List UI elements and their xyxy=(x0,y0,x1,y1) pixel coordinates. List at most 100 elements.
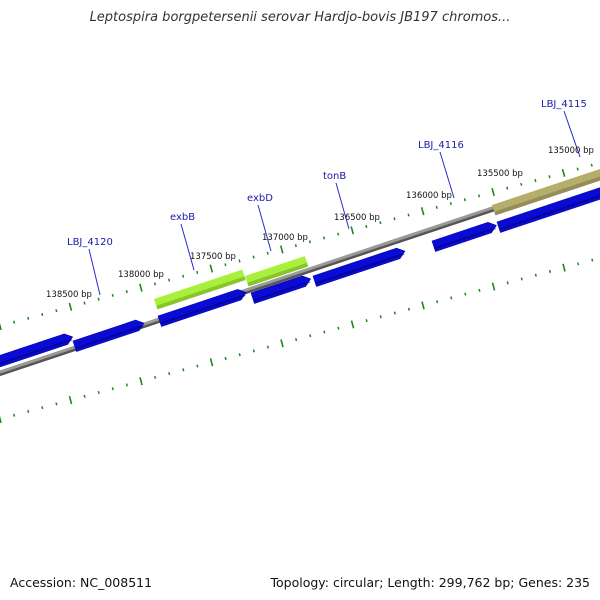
outer-tick xyxy=(561,168,566,177)
gene-feature-track[interactable] xyxy=(0,167,600,368)
gene-labels: LBJ_4120 exbB exbD tonB LBJ_4116 LBJ_4115 xyxy=(67,99,587,248)
outer-tick xyxy=(27,316,30,320)
inner-tick xyxy=(224,356,227,361)
outer-tick xyxy=(167,278,171,282)
outer-tick xyxy=(420,207,425,216)
outer-tick xyxy=(12,320,16,324)
outer-tick xyxy=(196,270,199,274)
outer-tick xyxy=(83,301,86,305)
outer-tick xyxy=(97,297,100,301)
cds-arrow[interactable] xyxy=(312,246,407,287)
inner-tick xyxy=(55,402,58,406)
cds-arrow[interactable] xyxy=(72,318,146,352)
cds-arrow[interactable] xyxy=(0,332,74,368)
inner-tick xyxy=(421,301,425,310)
outer-tick xyxy=(279,245,284,254)
inner-tick xyxy=(295,337,298,342)
inner-tick xyxy=(323,330,326,334)
inner-tick xyxy=(41,406,44,410)
inner-tick xyxy=(506,281,509,285)
gene-leader-line xyxy=(563,110,581,158)
outer-tick xyxy=(111,293,114,297)
outer-tick xyxy=(506,186,509,190)
cds-arrow[interactable] xyxy=(496,186,600,233)
outer-tick xyxy=(308,240,312,244)
outer-tick xyxy=(393,217,396,221)
inner-tick xyxy=(154,375,157,379)
outer-tick xyxy=(463,198,467,202)
gene-label-exbD[interactable]: exbD xyxy=(247,193,273,204)
outer-tick xyxy=(520,182,523,186)
bp-label: 138000 bp xyxy=(118,270,164,280)
inner-tick xyxy=(450,296,453,300)
gene-bar-exbD[interactable] xyxy=(245,256,309,287)
gene-label-LBJ_4120[interactable]: LBJ_4120 xyxy=(67,237,113,248)
gene-label-LBJ_4116[interactable]: LBJ_4116 xyxy=(418,140,464,151)
inner-tick xyxy=(520,277,523,281)
outer-tick xyxy=(576,167,579,171)
cds-arrow[interactable] xyxy=(431,220,498,252)
inner-tick xyxy=(266,345,270,349)
gene-leader-line xyxy=(180,223,195,271)
gene-leader-line xyxy=(88,248,101,296)
inner-tick xyxy=(464,292,467,296)
outer-tick-track xyxy=(0,163,593,331)
inner-tick xyxy=(337,326,340,330)
outer-tick xyxy=(534,179,537,183)
outer-tick xyxy=(209,264,214,273)
cds-arrow[interactable] xyxy=(250,274,312,304)
inner-tick xyxy=(350,320,355,329)
inner-tick xyxy=(111,387,114,391)
outer-tick xyxy=(350,226,355,235)
inner-tick xyxy=(407,307,411,311)
bp-label: 137500 bp xyxy=(190,252,236,262)
bp-label: 135000 bp xyxy=(548,146,594,156)
bp-label: 136500 bp xyxy=(334,213,380,223)
inner-tick xyxy=(209,358,214,367)
gene-leader-line xyxy=(439,151,455,199)
gene-label-leaders xyxy=(88,110,581,296)
inner-tick xyxy=(577,262,580,266)
inner-tick xyxy=(393,311,396,315)
outer-tick xyxy=(139,283,143,292)
inner-tick xyxy=(309,334,312,338)
outer-tick xyxy=(182,274,185,278)
inner-tick xyxy=(478,288,481,292)
inner-tick xyxy=(0,415,2,424)
outer-tick xyxy=(266,251,269,255)
outer-tick xyxy=(0,322,2,331)
inner-tick xyxy=(68,396,73,405)
outer-tick xyxy=(407,213,410,217)
outer-tick xyxy=(477,194,481,198)
outer-tick xyxy=(491,187,495,197)
gene-label-LBJ_4115[interactable]: LBJ_4115 xyxy=(541,99,587,110)
outer-tick xyxy=(365,224,368,229)
gene-leader-line xyxy=(335,182,350,230)
bp-label: 135500 bp xyxy=(477,169,523,179)
inner-tick xyxy=(280,339,284,348)
inner-tick xyxy=(365,319,368,323)
gene-bar-exbB[interactable] xyxy=(154,269,246,310)
gene-leader-line xyxy=(257,204,272,252)
gene-bar-LBJ_4115[interactable] xyxy=(492,167,600,216)
outer-tick xyxy=(590,163,593,167)
gene-label-tonB[interactable]: tonB xyxy=(323,171,346,182)
inner-tick xyxy=(168,372,171,376)
cds-arrow[interactable] xyxy=(157,287,248,327)
inner-tick xyxy=(591,258,594,262)
outer-tick xyxy=(449,201,452,206)
inner-tick xyxy=(196,364,199,368)
outer-tick xyxy=(238,259,241,263)
inner-tick xyxy=(125,383,128,387)
gene-label-exbB[interactable]: exbB xyxy=(170,212,195,223)
outer-tick xyxy=(41,312,44,317)
inner-tick xyxy=(27,409,30,413)
bp-label: 138500 bp xyxy=(46,290,92,300)
outer-tick xyxy=(125,290,128,294)
inner-tick xyxy=(139,377,143,386)
inner-tick xyxy=(182,368,185,372)
inner-tick xyxy=(491,282,496,291)
inner-tick xyxy=(13,413,16,417)
outer-tick xyxy=(322,236,326,240)
